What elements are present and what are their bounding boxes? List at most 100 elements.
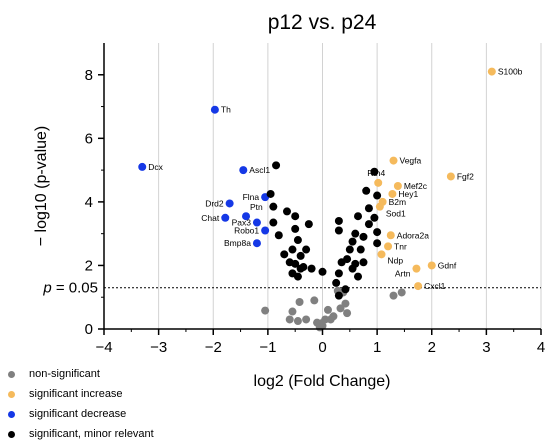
data-point-significant-increase — [375, 202, 384, 211]
threshold-label: p = 0.05 — [42, 280, 98, 297]
data-point-non-significant — [397, 288, 406, 297]
legend-marker-non-significant — [8, 370, 15, 378]
gene-label: Th — [221, 105, 231, 115]
data-point-significant-increase — [388, 189, 397, 198]
data-point-significant-minor-relevant — [274, 231, 283, 240]
gene-label: Cxcl1 — [424, 281, 446, 291]
data-point-non-significant — [261, 306, 270, 315]
data-point-significant-minor-relevant — [356, 245, 365, 254]
legend-item-significant-decrease: significant decrease — [8, 404, 154, 424]
data-point-significant-increase — [414, 282, 423, 291]
gene-label: Gdnf — [438, 260, 457, 270]
data-point-significant-minor-relevant — [348, 237, 357, 246]
grid-layer — [158, 43, 542, 329]
data-point-significant-decrease — [221, 213, 230, 222]
data-point-non-significant — [310, 296, 319, 305]
gene-label: B2m — [389, 197, 406, 207]
x-tick-label: 3 — [482, 339, 490, 356]
data-point-significant-minor-relevant — [370, 167, 379, 176]
legend: non-significant significant increase sig… — [8, 364, 154, 444]
data-point-significant-increase — [374, 178, 383, 187]
data-point-significant-minor-relevant — [291, 212, 300, 221]
axis-layer: −4 −3 −2 −1 0 1 2 3 4 0 2 4 6 8 — [85, 43, 545, 356]
data-point-significant-increase — [393, 182, 402, 190]
data-point-significant-minor-relevant — [307, 264, 316, 273]
data-point-significant-minor-relevant — [285, 258, 294, 267]
y-tick-label: 4 — [85, 194, 93, 211]
gene-label: Rtn4 — [367, 168, 385, 178]
data-point-significant-minor-relevant — [351, 229, 360, 238]
data-point-non-significant — [295, 297, 304, 306]
y-tick-label: 0 — [85, 321, 93, 338]
data-point-significant-minor-relevant — [334, 216, 343, 225]
data-point-significant-decrease — [261, 226, 270, 235]
data-point-significant-minor-relevant — [318, 267, 327, 276]
threshold-layer: p = 0.05 — [42, 280, 541, 297]
data-point-non-significant — [293, 317, 302, 326]
gene-label: Flna — [243, 192, 260, 202]
legend-marker-significant-increase — [8, 390, 15, 398]
data-point-significant-minor-relevant — [364, 204, 373, 213]
gene-label: Ptn — [250, 202, 263, 212]
data-point-significant-minor-relevant — [373, 239, 382, 248]
x-tick-label: −3 — [150, 339, 167, 356]
data-point-significant-minor-relevant — [373, 228, 382, 237]
y-tick-label: 8 — [85, 67, 93, 84]
data-point-significant-decrease — [252, 218, 261, 227]
data-point-significant-minor-relevant — [345, 245, 354, 254]
x-tick-label: 4 — [537, 339, 545, 356]
gene-label: Robo1 — [234, 225, 259, 235]
x-tick-label: 1 — [373, 339, 381, 356]
legend-label-non-significant: non-significant — [29, 368, 100, 380]
data-point-significant-minor-relevant — [291, 224, 300, 233]
data-point-non-significant — [336, 304, 345, 313]
data-point-significant-minor-relevant — [302, 245, 311, 254]
data-point-non-significant — [317, 319, 326, 328]
data-point-significant-minor-relevant — [362, 186, 371, 195]
gene-label: Ascl1 — [249, 165, 270, 175]
data-point-significant-minor-relevant — [334, 291, 343, 300]
gene-label: Adora2a — [397, 230, 429, 240]
legend-item-non-significant: non-significant — [8, 364, 154, 384]
gene-label: S100b — [498, 67, 523, 77]
data-point-significant-increase — [487, 67, 496, 76]
data-point-non-significant — [288, 307, 297, 316]
data-point-non-significant — [341, 299, 350, 308]
data-point-significant-minor-relevant — [359, 258, 368, 267]
gene-label: Bmp8a — [224, 238, 251, 248]
legend-marker-significant-decrease — [8, 410, 15, 418]
data-point-significant-minor-relevant — [272, 161, 281, 170]
legend-item-significant-minor-relevant: significant, minor relevant — [8, 424, 154, 444]
data-point-significant-decrease — [252, 239, 261, 248]
gene-label: Tnr — [394, 241, 407, 251]
data-point-significant-minor-relevant — [269, 218, 278, 227]
data-point-significant-increase — [412, 264, 421, 273]
data-point-significant-minor-relevant — [296, 264, 305, 273]
data-point-non-significant — [389, 291, 398, 300]
data-point-significant-minor-relevant — [373, 191, 382, 200]
gene-label: Sod1 — [386, 209, 406, 219]
data-point-significant-minor-relevant — [293, 236, 302, 245]
data-point-non-significant — [302, 315, 311, 324]
y-axis-title: − log10 (p-value) — [33, 126, 50, 247]
data-point-significant-increase — [427, 261, 436, 270]
data-point-significant-decrease — [239, 166, 248, 175]
x-tick-label: −4 — [95, 339, 112, 356]
data-point-significant-increase — [384, 242, 393, 251]
y-tick-label: 6 — [85, 130, 93, 147]
legend-label-significant-minor-relevant: significant, minor relevant — [29, 428, 154, 440]
data-point-significant-decrease — [242, 212, 251, 221]
gene-label: Pax3 — [232, 218, 252, 228]
gene-label: Drd2 — [205, 198, 224, 208]
data-point-significant-minor-relevant — [343, 255, 352, 264]
data-point-significant-minor-relevant — [334, 226, 343, 235]
x-axis-title: log2 (Fold Change) — [254, 373, 391, 390]
gene-label: Ndp — [387, 255, 403, 265]
legend-label-significant-decrease: significant decrease — [29, 408, 127, 420]
data-point-significant-increase — [446, 172, 455, 181]
gene-label: Mef2c — [404, 181, 428, 191]
data-point-significant-minor-relevant — [282, 207, 291, 216]
data-point-significant-minor-relevant — [266, 189, 275, 198]
